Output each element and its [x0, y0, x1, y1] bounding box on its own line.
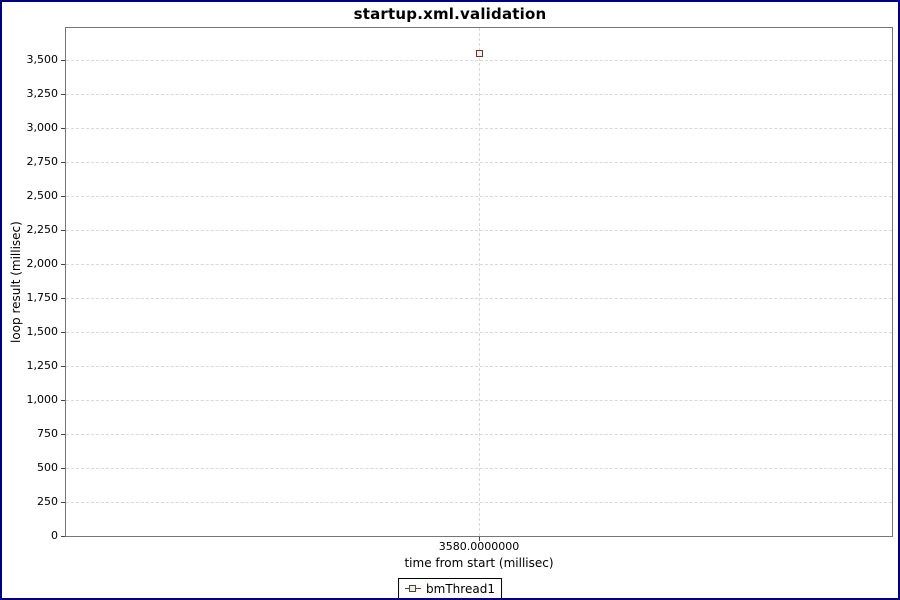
y-axis-tick-label: 2,250 — [26, 223, 59, 236]
y-axis-tick-label: 0 — [51, 529, 58, 542]
data-point — [475, 49, 483, 57]
y-axis-tick-label: 3,000 — [26, 121, 59, 134]
y-axis-tick — [61, 94, 65, 95]
x-axis-title: time from start (millisec) — [404, 556, 554, 570]
y-axis-tick — [61, 434, 65, 435]
chart-title: startup.xml.validation — [353, 5, 547, 23]
x-axis-tick-label: 3580.0000000 — [438, 540, 520, 553]
y-axis-tick — [61, 162, 65, 163]
y-axis-tick-label: 1,250 — [26, 359, 59, 372]
y-axis-tick — [61, 128, 65, 129]
y-axis-tick-label: 500 — [37, 461, 58, 474]
y-axis-tick — [61, 264, 65, 265]
series-marker-icon — [405, 584, 422, 593]
y-axis-tick-label: 2,000 — [26, 257, 59, 270]
y-axis-tick-label: 1,750 — [26, 291, 59, 304]
legend: bmThread1 — [398, 578, 502, 598]
y-axis-tick — [61, 400, 65, 401]
legend-square-icon — [409, 585, 417, 592]
y-axis-tick — [61, 196, 65, 197]
y-axis-tick — [61, 332, 65, 333]
y-axis-tick-label: 250 — [37, 495, 58, 508]
y-axis-tick — [61, 366, 65, 367]
y-axis-tick-label: 2,750 — [26, 155, 59, 168]
y-axis-tick-label: 2,500 — [26, 189, 59, 202]
plot-area — [65, 27, 893, 537]
y-axis-tick-label: 3,250 — [26, 87, 59, 100]
y-axis-tick — [61, 468, 65, 469]
y-axis-tick — [61, 536, 65, 537]
x-gridline — [479, 28, 480, 536]
y-axis-tick — [61, 60, 65, 61]
y-axis-tick — [61, 502, 65, 503]
y-axis-tick — [61, 298, 65, 299]
x-axis-tick — [479, 537, 480, 541]
y-axis-tick-label: 750 — [37, 427, 58, 440]
y-axis-tick-label: 1,000 — [26, 393, 59, 406]
y-axis-tick-label: 3,500 — [26, 53, 59, 66]
y-axis-tick-label: 1,500 — [26, 325, 59, 338]
legend-item-label: bmThread1 — [426, 581, 495, 596]
y-axis-tick — [61, 230, 65, 231]
